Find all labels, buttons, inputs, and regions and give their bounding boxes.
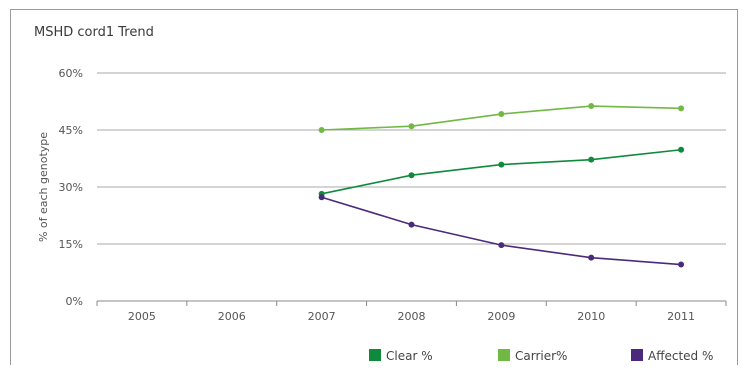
series-lines: [318, 103, 685, 268]
legend-swatch: [369, 349, 381, 361]
legend-swatch: [631, 349, 643, 361]
data-point: [678, 105, 685, 112]
y-tick-label: 45%: [59, 124, 83, 137]
legend-label: Carrier%: [515, 349, 567, 363]
data-point: [588, 254, 595, 261]
data-point: [588, 156, 595, 163]
data-point: [408, 221, 415, 228]
x-tick-label: 2005: [128, 310, 156, 323]
data-point: [408, 172, 415, 179]
y-tick-label: 15%: [59, 238, 83, 251]
x-tick-label: 2009: [487, 310, 515, 323]
data-point: [588, 103, 595, 110]
series-line: [321, 196, 682, 266]
x-tick-label: 2008: [398, 310, 426, 323]
series-line: [321, 105, 682, 131]
x-tick-label: 2010: [577, 310, 605, 323]
legend-swatch: [498, 349, 510, 361]
legend-label: Clear %: [386, 349, 433, 363]
data-point: [678, 146, 685, 153]
x-tick-label: 2007: [308, 310, 336, 323]
data-point: [318, 127, 325, 133]
gridlines: [96, 72, 727, 306]
legend: Clear % Carrier% Affected %: [369, 349, 713, 363]
data-point: [498, 161, 505, 168]
chart-title: MSHD cord1 Trend: [34, 25, 154, 40]
data-point: [408, 123, 415, 130]
x-tick-labels: 2005 2006 2007 2008 2009 2010 2011: [128, 310, 695, 323]
x-tick-label: 2006: [218, 310, 246, 323]
y-tick-label: 60%: [59, 67, 83, 80]
chart-frame: [10, 9, 738, 365]
y-tick-labels: 0% 15% 30% 45% 60%: [59, 67, 83, 308]
legend-label: Affected %: [648, 349, 713, 363]
data-point: [318, 194, 325, 201]
x-tick-label: 2011: [667, 310, 695, 323]
data-point: [498, 111, 505, 118]
data-point: [678, 261, 685, 268]
data-point: [498, 242, 505, 249]
y-tick-label: 0%: [66, 295, 83, 308]
y-tick-label: 30%: [59, 181, 83, 194]
y-axis-label: % of each genotype: [37, 132, 50, 242]
